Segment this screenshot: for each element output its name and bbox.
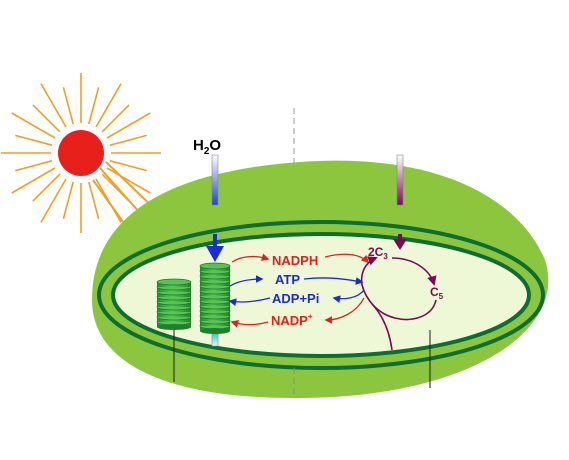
nadp-label: NADP+: [271, 312, 313, 328]
sun-ray: [88, 87, 100, 125]
adp-arrow-left: [228, 297, 271, 307]
sun-ray: [62, 181, 74, 219]
atp-arrow-right: [303, 277, 364, 285]
sun-ray: [62, 87, 74, 125]
sun-ray: [109, 134, 147, 146]
sun-ray: [15, 160, 53, 172]
thylakoid-disk-top: [199, 262, 231, 270]
c3-label: 2C3: [368, 245, 388, 261]
c5-label: C5: [430, 285, 444, 301]
adp-pi-label: ADP+Pi: [272, 291, 319, 306]
atp-arrow-left: [229, 275, 264, 287]
sun-ray: [15, 134, 53, 146]
thylakoid-disk-bottom: [200, 328, 230, 334]
granum-large: [199, 262, 231, 334]
calvin-cycle-c3-to-c5: [391, 257, 437, 286]
sun-ray: [106, 112, 151, 139]
nadph-label: NADPH: [272, 253, 318, 268]
output-tube: [211, 331, 219, 347]
water-tube: [211, 154, 219, 206]
sun-ray: [88, 181, 100, 219]
sun-ray: [106, 167, 151, 194]
sun-ray: [40, 178, 67, 223]
nadp-arrow-left: [230, 320, 269, 328]
co2-tube: [396, 154, 404, 206]
sun-icon: [58, 130, 104, 176]
water-input-arrow: [206, 234, 224, 262]
water-label: H2O: [193, 137, 221, 157]
sun-rays: [1, 73, 161, 233]
sun-ray: [11, 167, 56, 194]
nadph-arrow: [231, 253, 270, 263]
adp-arrow-right: [332, 289, 365, 303]
thylakoid-disk-top: [156, 278, 192, 286]
nadph-to-calvin-arrow: [324, 253, 370, 264]
sun-ray: [32, 104, 61, 133]
atp-label: ATP: [275, 272, 300, 287]
sun-ray: [109, 160, 147, 172]
sun-ray: [95, 83, 122, 128]
sun-ray: [32, 173, 61, 202]
sun-ray: [11, 112, 56, 139]
co2-input-arrow: [393, 234, 407, 250]
sun-ray: [101, 104, 130, 133]
calvin-output-branch: [371, 303, 393, 351]
nadp-arrow-right: [324, 297, 365, 324]
sun-ray: [40, 83, 67, 128]
thylakoid-disk-bottom: [157, 324, 191, 330]
granum-small: [156, 278, 192, 330]
